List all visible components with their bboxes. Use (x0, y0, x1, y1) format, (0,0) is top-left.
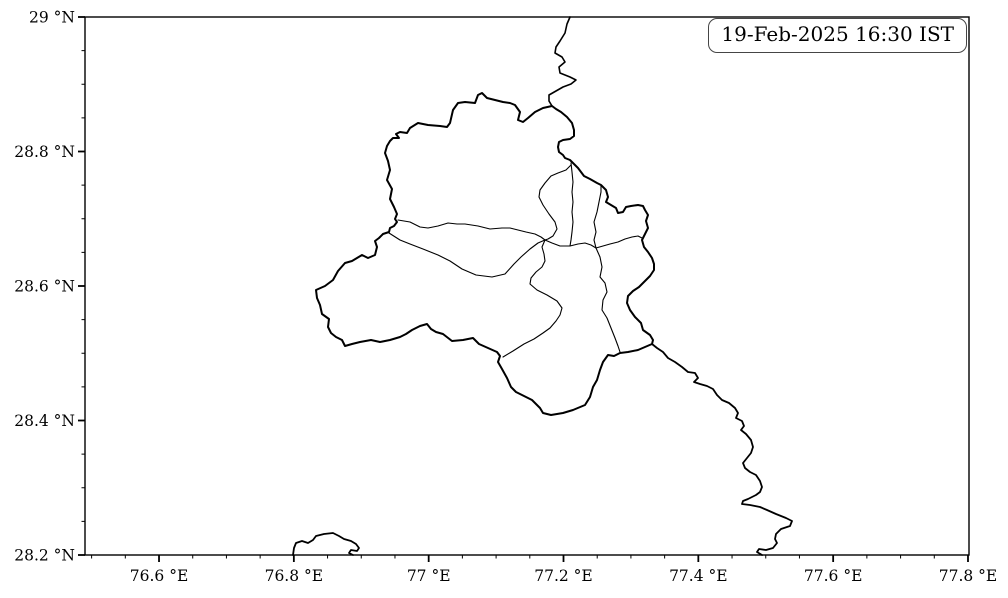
timestamp-annotation: 19-Feb-2025 16:30 IST (708, 18, 967, 53)
y-tick-label: 28.8 °N (14, 143, 75, 161)
x-tick-label: 76.6 °E (130, 567, 189, 585)
district-line-southwest (502, 239, 563, 358)
x-tick-label: 76.8 °E (265, 567, 324, 585)
x-tick-label: 77.2 °E (534, 567, 593, 585)
district-line-central-vertical (569, 162, 574, 247)
district-line-east-up (593, 185, 602, 249)
river-north-segment (548, 16, 577, 107)
x-tick-label: 77 °E (407, 567, 451, 585)
y-tick-label: 28.4 °N (14, 412, 75, 430)
district-line-east-right (595, 235, 643, 249)
delhi-outer-boundary (315, 92, 655, 416)
district-line-junction-horizontal (544, 239, 597, 249)
boundary-fragment-bottom (292, 532, 360, 556)
district-line-north (397, 219, 546, 241)
district-line-central-wiggle (538, 164, 572, 241)
district-line-southeast-down (595, 247, 621, 353)
y-tick-label: 29 °N (29, 9, 75, 27)
y-tick-label: 28.2 °N (14, 547, 75, 565)
x-tick-label: 77.8 °E (939, 567, 998, 585)
x-tick-label: 77.6 °E (804, 567, 863, 585)
x-tick-label: 77.4 °E (669, 567, 728, 585)
river-south-segment (651, 343, 793, 556)
axes-frame (84, 16, 970, 556)
y-tick-label: 28.6 °N (14, 278, 75, 296)
district-line-west-diagonal (388, 232, 546, 278)
